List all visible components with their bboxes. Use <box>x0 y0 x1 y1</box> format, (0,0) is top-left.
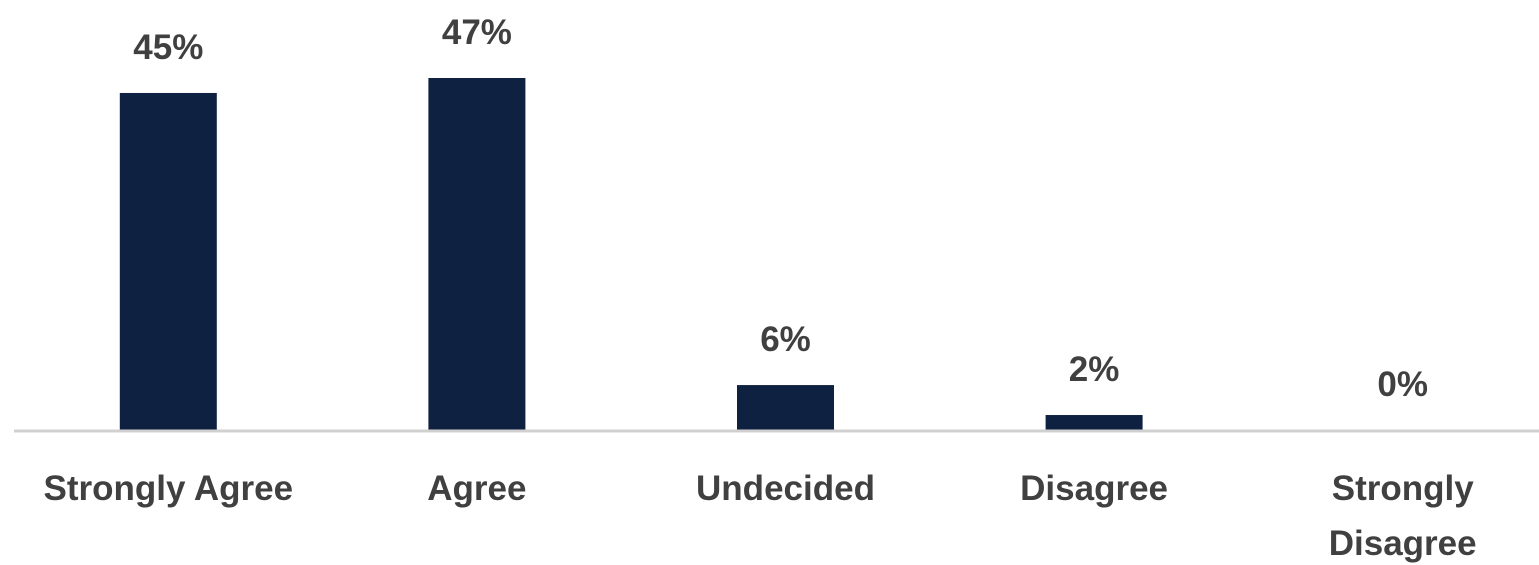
category-label-4: Strongly Disagree <box>1329 469 1477 563</box>
category-label-2: Undecided <box>696 469 875 508</box>
category-label-line-4-1: Disagree <box>1329 524 1477 563</box>
category-label-3: Disagree <box>1020 469 1168 508</box>
category-label-line-1-0: Agree <box>427 469 526 508</box>
category-label-line-2-0: Undecided <box>696 469 875 508</box>
value-label-0: 45% <box>133 28 203 67</box>
category-label-line-4-0: Strongly <box>1332 469 1474 508</box>
category-labels-group: Strongly Agree Agree Undecided Disagree Stro… <box>44 469 1477 563</box>
bar-1 <box>428 78 526 430</box>
value-label-1: 47% <box>442 13 512 52</box>
value-label-4: 0% <box>1377 365 1428 404</box>
category-label-1: Agree <box>427 469 526 508</box>
value-label-3: 2% <box>1069 350 1120 389</box>
value-labels-group: 45% 47% 6% 2% 0% <box>133 13 1428 404</box>
bar-0 <box>119 92 217 430</box>
category-label-line-0-0: Strongly Agree <box>44 469 294 508</box>
bar-2 <box>737 385 834 430</box>
bars-group <box>119 78 1143 430</box>
category-label-0: Strongly Agree <box>44 469 294 508</box>
value-label-2: 6% <box>760 320 811 359</box>
category-label-line-3-0: Disagree <box>1020 469 1168 508</box>
bar-3 <box>1045 415 1143 430</box>
